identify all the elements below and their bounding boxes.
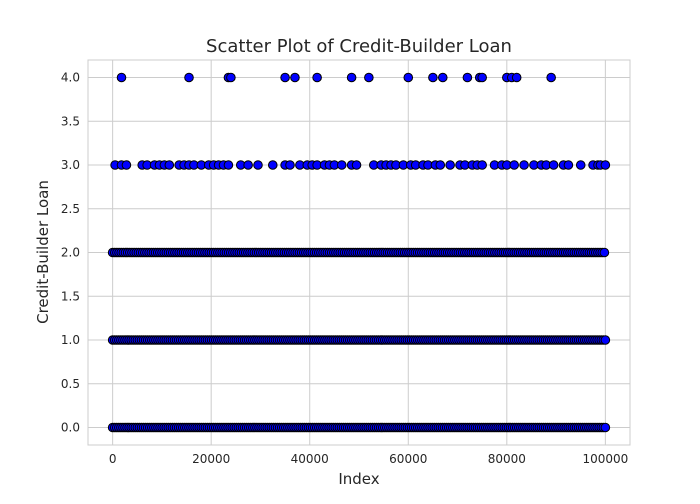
data-point: [336, 160, 347, 170]
data-point: [243, 160, 253, 170]
data-point: [519, 160, 529, 170]
data-point: [511, 72, 522, 83]
data-point: [563, 160, 574, 170]
data-point: [285, 160, 295, 170]
data-point: [445, 160, 455, 170]
y-tick-label: 1.5: [61, 289, 80, 303]
data-point: [462, 72, 473, 83]
x-tick-label: 0: [109, 452, 117, 466]
y-axis-label: Credit-Builder Loan: [34, 180, 52, 324]
x-tick-label: 40000: [291, 452, 329, 466]
y-tick-label: 0.0: [61, 421, 80, 435]
data-point: [223, 160, 234, 170]
x-tick-label: 100000: [582, 452, 628, 466]
plot-frame: [87, 59, 631, 446]
x-tick-label: 60000: [389, 452, 427, 466]
data-point: [351, 160, 362, 170]
x-tick-label: 20000: [192, 452, 230, 466]
data-point: [312, 72, 322, 83]
y-tick-label: 3.5: [61, 114, 80, 128]
data-point: [184, 72, 194, 83]
data-point: [600, 422, 611, 433]
y-tick-label: 0.5: [61, 377, 80, 391]
data-point: [253, 160, 263, 170]
data-point: [600, 335, 611, 345]
chart-title: Scatter Plot of Credit-Builder Loan: [206, 36, 512, 57]
data-point: [267, 160, 278, 170]
data-point: [164, 160, 175, 170]
data-point: [121, 160, 132, 170]
y-tick-label: 4.0: [61, 71, 80, 85]
data-point: [599, 247, 610, 258]
data-point: [477, 72, 487, 83]
data-point: [575, 160, 586, 170]
x-axis-ticks: 0 20000 40000 60000 80000 100000: [109, 452, 628, 466]
data-points: [107, 72, 611, 433]
data-point: [428, 72, 438, 83]
data-point: [364, 72, 374, 83]
data-point: [437, 72, 448, 83]
data-point: [226, 72, 236, 83]
x-axis-label: Index: [338, 470, 379, 488]
data-point: [548, 160, 559, 170]
y-tick-label: 1.0: [61, 333, 80, 347]
data-point: [346, 72, 357, 83]
data-point: [546, 72, 556, 83]
data-point: [403, 72, 414, 83]
y-axis-ticks: 0.0 0.5 1.0 1.5 2.0 2.5 3.0 3.5 4.0: [61, 71, 80, 435]
data-point: [290, 72, 300, 83]
data-point: [280, 72, 290, 83]
data-point: [116, 72, 127, 83]
data-point: [435, 160, 446, 170]
y-tick-label: 2.5: [61, 202, 80, 216]
x-tick-label: 80000: [488, 452, 526, 466]
data-point: [509, 160, 520, 170]
data-point: [477, 160, 487, 170]
data-point: [600, 160, 611, 170]
y-tick-label: 2.0: [61, 246, 80, 260]
y-tick-label: 3.0: [61, 158, 80, 172]
